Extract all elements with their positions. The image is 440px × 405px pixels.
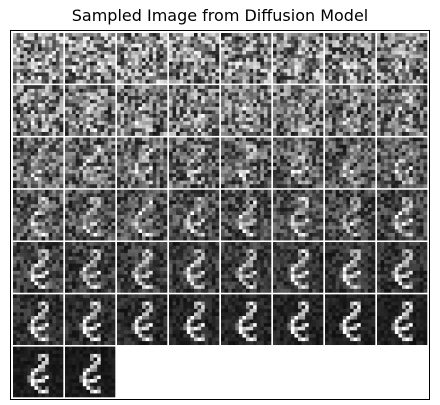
- sample-tile: [65, 242, 116, 293]
- sample-tile: [117, 189, 168, 241]
- sample-tile: [65, 189, 116, 241]
- sample-tile: [13, 85, 64, 136]
- sample-tile: [169, 85, 220, 136]
- sample-tile: [221, 242, 272, 293]
- sample-tile: [377, 85, 428, 136]
- sample-tile: [273, 294, 324, 346]
- sample-tile: [65, 294, 116, 346]
- sample-tile: [169, 137, 220, 189]
- sample-tile: [13, 294, 64, 346]
- sample-tile: [221, 85, 272, 136]
- image-grid-frame: [10, 30, 430, 400]
- sample-tile: [13, 137, 64, 189]
- sample-tile: [325, 242, 376, 293]
- sample-tile: [13, 189, 64, 241]
- sample-tile: [221, 189, 272, 241]
- sample-tile: [117, 242, 168, 293]
- sample-tile: [13, 346, 64, 398]
- sample-tile: [325, 33, 376, 84]
- sample-tile: [273, 189, 324, 241]
- denoising-image-grid: [13, 33, 428, 398]
- sample-tile: [13, 33, 64, 84]
- sample-tile: [377, 33, 428, 84]
- sample-tile: [221, 137, 272, 189]
- sample-tile: [377, 242, 428, 293]
- sample-tile: [377, 294, 428, 346]
- sample-tile: [169, 33, 220, 84]
- sample-tile: [117, 137, 168, 189]
- sample-tile: [325, 85, 376, 136]
- sample-tile: [169, 242, 220, 293]
- sample-tile: [325, 137, 376, 189]
- sample-tile: [273, 33, 324, 84]
- sample-tile: [169, 189, 220, 241]
- sample-tile: [65, 137, 116, 189]
- sample-tile: [169, 294, 220, 346]
- sample-tile: [273, 137, 324, 189]
- sample-tile: [325, 189, 376, 241]
- sample-tile: [117, 85, 168, 136]
- sample-tile: [65, 85, 116, 136]
- sample-tile: [13, 242, 64, 293]
- sample-tile: [377, 137, 428, 189]
- sample-tile: [65, 346, 116, 398]
- sample-tile: [221, 33, 272, 84]
- sample-tile: [117, 33, 168, 84]
- sample-tile: [221, 294, 272, 346]
- sample-tile: [377, 189, 428, 241]
- sample-tile: [273, 242, 324, 293]
- sample-tile: [117, 294, 168, 346]
- sample-tile: [65, 33, 116, 84]
- sample-tile: [325, 294, 376, 346]
- figure-title: Sampled Image from Diffusion Model: [71, 6, 369, 25]
- sample-tile: [273, 85, 324, 136]
